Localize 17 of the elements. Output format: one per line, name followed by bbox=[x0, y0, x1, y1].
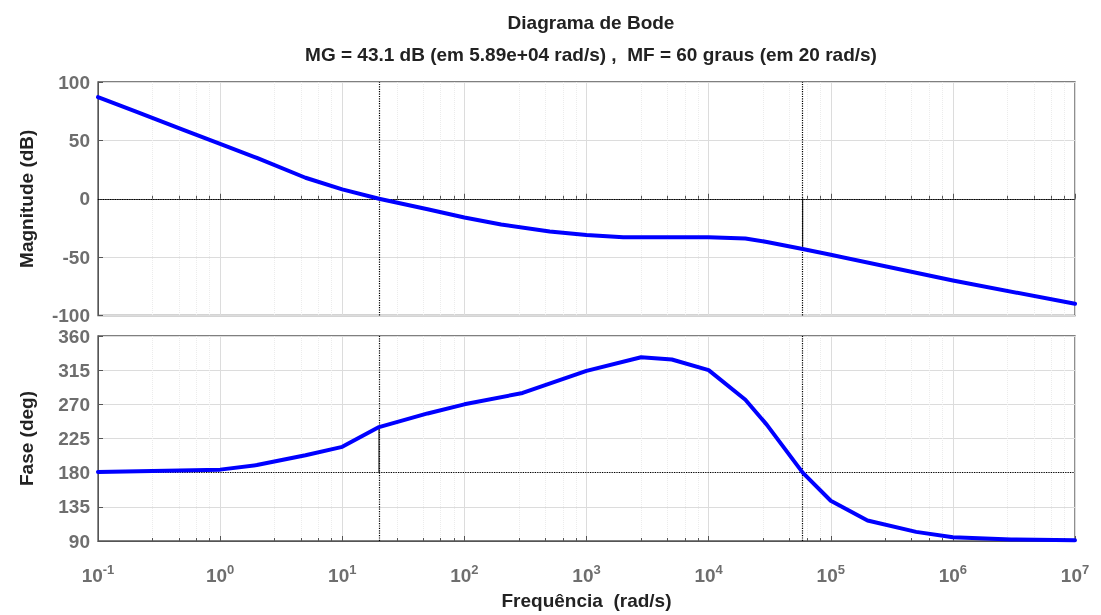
y-axis-title: Magnitude (dB) bbox=[16, 129, 37, 268]
y-tick-label: 315 bbox=[58, 359, 91, 381]
chart-title: Diagrama de Bode bbox=[507, 12, 675, 33]
y-tick-label: 50 bbox=[68, 129, 90, 151]
y-tick-label: -50 bbox=[62, 246, 90, 268]
y-tick-label: 225 bbox=[58, 428, 91, 449]
y-tick-label: -100 bbox=[51, 305, 90, 326]
y-tick-label: 135 bbox=[58, 496, 91, 518]
y-tick-label: 90 bbox=[68, 530, 90, 552]
y-tick-label: 270 bbox=[58, 393, 90, 415]
y-tick-label: 180 bbox=[58, 462, 90, 484]
y-tick-label: 0 bbox=[79, 188, 90, 210]
chart-subtitle: MG = 43.1 dB (em 5.89e+04 rad/s) , MF = 60 graus (em 20 rad/s) bbox=[305, 44, 877, 65]
x-axis-title: Frequência (rad/s) bbox=[501, 590, 672, 611]
y-tick-label: 100 bbox=[58, 71, 90, 93]
y-tick-label: 360 bbox=[58, 325, 90, 347]
y-axis-title: Fase (deg) bbox=[16, 390, 37, 487]
